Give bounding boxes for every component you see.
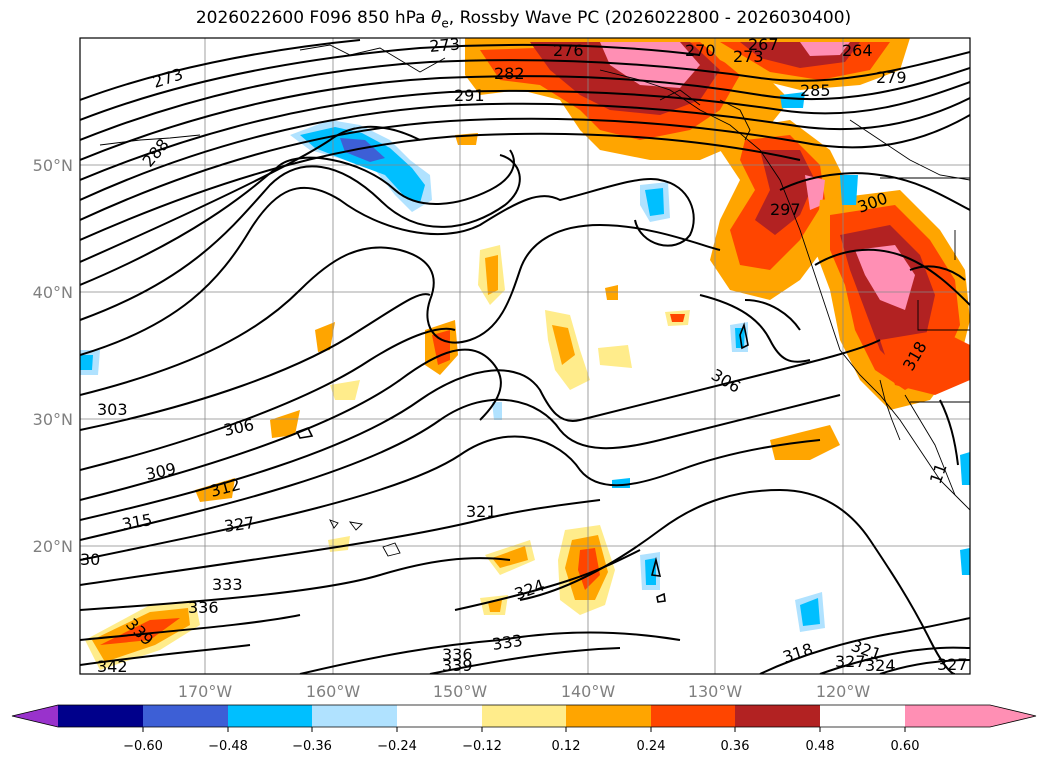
colorbar-segment — [58, 705, 143, 727]
colorbar-segment — [482, 705, 566, 727]
title-sub: e — [441, 16, 449, 31]
colorbar-segment — [312, 705, 397, 727]
gridlines — [80, 38, 970, 674]
contour-label: 279 — [876, 68, 907, 87]
lat-label: 30°N — [33, 410, 73, 429]
contour-label: 321 — [466, 502, 497, 521]
lat-label: 20°N — [33, 537, 73, 556]
contour-label: 267 — [748, 35, 779, 54]
contour-label: 30 — [80, 550, 100, 569]
lon-label: 140°W — [561, 682, 616, 701]
contour-label: 297 — [770, 200, 801, 219]
lon-label: 170°W — [178, 682, 233, 701]
colorbar-segment — [735, 705, 820, 727]
title-theta: θ — [431, 8, 442, 28]
map-frame — [79, 37, 971, 675]
title-prefix: 2026022600 F096 850 hPa — [195, 8, 431, 28]
colorbar-tick-label: 0.60 — [891, 739, 920, 754]
colorbar-tick-label: −0.24 — [377, 739, 417, 754]
latitude-labels: 50°N 40°N 30°N 20°N — [33, 156, 73, 556]
colorbar-segment — [990, 705, 1036, 727]
contour-label: 333 — [212, 575, 243, 594]
lon-label: 130°W — [688, 682, 743, 701]
colorbar-outline — [11, 704, 1037, 728]
contour-label: 276 — [553, 41, 584, 60]
contour-label: 327 — [835, 652, 866, 671]
contour-label: 336 — [188, 598, 219, 617]
colorbar-tick-label: 0.48 — [806, 739, 835, 754]
colorbar-tick-label: −0.12 — [462, 739, 502, 754]
colorbar-tick-label: 0.12 — [552, 739, 581, 754]
title-suffix: , Rossby Wave PC (2026022800 - 202603040… — [448, 8, 852, 28]
contour-label: 336 — [442, 645, 473, 664]
colorbar-tick-labels: −0.60 −0.48 −0.36 −0.24 −0.12 0.12 0.24 … — [123, 739, 919, 754]
lat-label: 50°N — [33, 156, 73, 175]
colorbar: −0.60 −0.48 −0.36 −0.24 −0.12 0.12 0.24 … — [11, 704, 1037, 754]
plot-title: 2026022600 F096 850 hPa θe, Rossby Wave … — [0, 8, 1047, 30]
colorbar-segment — [12, 705, 58, 727]
map-content: 273 273 276 282 291 270 273 267 264 279 … — [80, 34, 970, 676]
contour-label: 273 — [429, 34, 461, 56]
colorbar-tick-label: −0.36 — [292, 739, 332, 754]
contour-label: 324 — [865, 656, 896, 675]
contour-label: 342 — [97, 657, 128, 676]
contour-label: 264 — [842, 41, 873, 60]
contour-label: 339 — [442, 656, 473, 675]
colorbar-segment — [228, 705, 312, 727]
contour-label: 303 — [97, 400, 128, 419]
contour-label: 291 — [454, 86, 485, 105]
colorbar-segment — [143, 705, 228, 727]
contour-label: 333 — [491, 631, 524, 654]
colorbar-segment — [651, 705, 735, 727]
colorbar-tick-label: 0.36 — [721, 739, 750, 754]
lon-label: 120°W — [816, 682, 871, 701]
colorbar-ticks — [142, 727, 906, 732]
colorbar-segments — [12, 705, 1036, 727]
theta-e-contours — [80, 39, 970, 674]
coastlines — [99, 44, 970, 557]
contour-label: 327 — [937, 655, 968, 674]
colorbar-segment — [566, 705, 651, 727]
colorbar-segment — [905, 705, 990, 727]
colorbar-tick-label: −0.48 — [208, 739, 248, 754]
small-closed-contours — [295, 322, 749, 603]
contour-label: 282 — [494, 64, 525, 83]
contour-label: 285 — [800, 81, 831, 100]
longitude-labels: 170°W 160°W 150°W 140°W 130°W 120°W — [178, 682, 871, 701]
colorbar-tick-label: 0.24 — [637, 739, 666, 754]
lon-label: 150°W — [433, 682, 488, 701]
contour-label: 273 — [733, 47, 764, 66]
colorbar-segment — [397, 705, 482, 727]
contour-label: 327 — [223, 513, 256, 536]
lon-label: 160°W — [306, 682, 361, 701]
contour-label: 270 — [685, 41, 716, 60]
colorbar-tick-label: −0.60 — [123, 739, 163, 754]
lat-label: 40°N — [33, 283, 73, 302]
